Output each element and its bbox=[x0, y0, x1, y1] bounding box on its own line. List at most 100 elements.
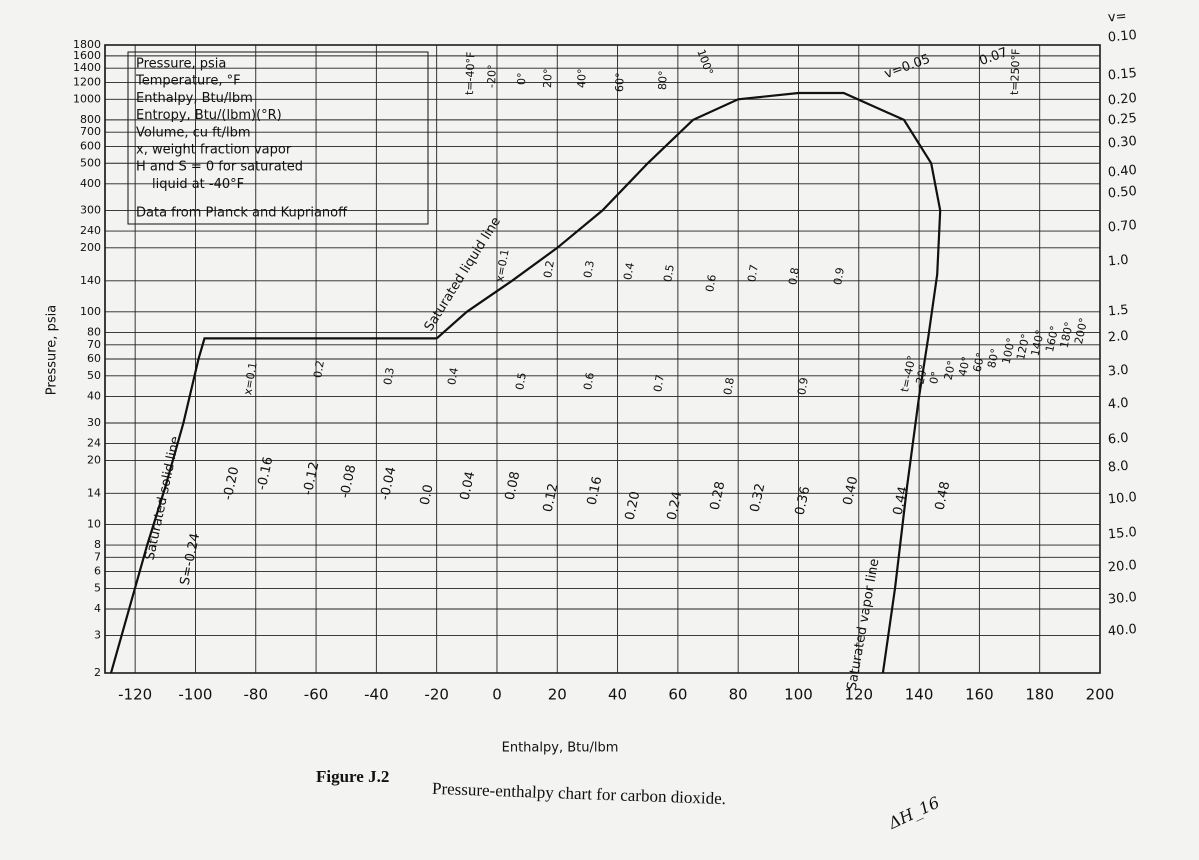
quality-label: 0.5 bbox=[513, 372, 529, 391]
saturation-curve bbox=[435, 91, 799, 340]
temperature-label: 80° bbox=[985, 347, 1002, 369]
quality-label: 0.9 bbox=[831, 267, 847, 286]
saturation-curve bbox=[798, 91, 942, 674]
quality-label: 0.6 bbox=[703, 274, 719, 293]
volume-label: 0.50 bbox=[1107, 184, 1137, 201]
temperature-label: -20° bbox=[485, 64, 499, 88]
y-tick-label: 2 bbox=[94, 666, 101, 679]
entropy-label: 0.24 bbox=[665, 490, 686, 521]
y-tick-label: 400 bbox=[80, 177, 101, 190]
handwritten-note: ΔH_16 bbox=[885, 793, 943, 833]
x-tick-label: 160 bbox=[965, 686, 994, 704]
entropy-label: 0.12 bbox=[541, 482, 562, 513]
volume-label: 0.30 bbox=[1107, 134, 1137, 151]
temperature-label: 140° bbox=[1029, 329, 1047, 358]
x-tick-label: -60 bbox=[304, 686, 329, 704]
quality-label: 0.8 bbox=[786, 267, 802, 286]
entropy-label: 0.16 bbox=[585, 475, 606, 506]
temperature-label: 200° bbox=[1072, 317, 1090, 346]
caption: Pressure-enthalpy chart for carbon dioxi… bbox=[432, 779, 727, 808]
y-tick-label: 1200 bbox=[73, 75, 101, 88]
volume-label: 15.0 bbox=[1107, 525, 1137, 542]
x-tick-label: 40 bbox=[608, 686, 627, 704]
temperature-label: t=-40°F bbox=[463, 51, 478, 95]
y-tick-label: 1800 bbox=[73, 38, 101, 51]
volume-label: 6.0 bbox=[1107, 431, 1129, 448]
legend-text: Volume, cu ft/lbm bbox=[136, 125, 251, 140]
x-tick-label: -80 bbox=[244, 686, 269, 704]
y-tick-label: 40 bbox=[87, 389, 101, 402]
x-tick-label: 140 bbox=[905, 686, 934, 704]
entropy-label: 0.0 bbox=[418, 483, 437, 506]
entropy-label: 0.40 bbox=[841, 475, 862, 506]
y-tick-label: 70 bbox=[87, 338, 101, 351]
quality-label: 0.8 bbox=[721, 377, 737, 396]
y-tick-label: 500 bbox=[80, 156, 101, 169]
volume-label: 8.0 bbox=[1107, 459, 1129, 476]
y-tick-label: 80 bbox=[87, 325, 101, 338]
entropy-label: -0.04 bbox=[378, 466, 400, 502]
volume-label: 0.20 bbox=[1107, 91, 1137, 108]
x-tick-label: 80 bbox=[729, 686, 748, 704]
y-tick-label: 6 bbox=[94, 565, 101, 578]
legend-text: Pressure, psia bbox=[136, 57, 226, 72]
temperature-label: 40° bbox=[956, 355, 973, 377]
x-tick-label: 200 bbox=[1086, 686, 1115, 704]
y-tick-label: 4 bbox=[94, 602, 101, 615]
volume-label: 0.07 bbox=[977, 45, 1009, 69]
y-tick-label: 30 bbox=[87, 416, 101, 429]
x-tick-label: -120 bbox=[118, 686, 152, 704]
legend-text: x, weight fraction vapor bbox=[136, 143, 292, 158]
temperature-label: 0° bbox=[927, 370, 942, 385]
quality-label: 0.2 bbox=[311, 360, 327, 379]
volume-label: 0.25 bbox=[1107, 111, 1137, 128]
y-tick-label: 20 bbox=[87, 453, 101, 466]
legend-text: H and S = 0 for saturated bbox=[136, 160, 303, 175]
temperature-label: 20° bbox=[942, 359, 959, 381]
temperature-label: t=250°F bbox=[1008, 48, 1023, 95]
y-tick-label: 200 bbox=[80, 241, 101, 254]
quality-label: 0.7 bbox=[745, 264, 761, 283]
y-tick-label: 50 bbox=[87, 369, 101, 382]
entropy-label: 0.20 bbox=[623, 490, 644, 521]
y-axis-label: Pressure, psia bbox=[45, 305, 60, 395]
curve-label: Saturated solid line bbox=[143, 435, 184, 562]
entropy-label: 0.28 bbox=[708, 480, 729, 511]
volume-label: 2.0 bbox=[1107, 329, 1129, 346]
temperature-label: 180° bbox=[1058, 321, 1076, 350]
y-tick-label: 8 bbox=[94, 538, 101, 551]
entropy-label: 0.36 bbox=[793, 485, 814, 516]
y-tick-label: 600 bbox=[80, 139, 101, 152]
x-tick-label: 20 bbox=[548, 686, 567, 704]
entropy-label: 0.04 bbox=[458, 470, 479, 501]
curve-label: Saturated vapor line bbox=[845, 558, 883, 692]
x-tick-label: -100 bbox=[178, 686, 212, 704]
volume-label: 30.0 bbox=[1107, 590, 1137, 607]
y-tick-label: 140 bbox=[80, 274, 101, 287]
y-tick-label: 3 bbox=[94, 629, 101, 642]
legend-text: Data from Planck and Kuprianoff bbox=[136, 205, 348, 220]
y-tick-label: 1000 bbox=[73, 92, 101, 105]
temperature-label: 60° bbox=[613, 72, 627, 92]
y-tick-label: 300 bbox=[80, 203, 101, 216]
quality-label: 0.5 bbox=[661, 264, 677, 283]
volume-label: v= bbox=[1107, 9, 1127, 26]
temperature-label: 120° bbox=[1014, 333, 1032, 362]
temperature-label: 0° bbox=[515, 72, 528, 85]
y-tick-label: 240 bbox=[80, 224, 101, 237]
y-tick-label: 700 bbox=[80, 125, 101, 138]
quality-label: 0.9 bbox=[795, 377, 811, 396]
x-tick-label: 60 bbox=[668, 686, 687, 704]
volume-label: 0.15 bbox=[1107, 66, 1137, 83]
entropy-label: -0.08 bbox=[338, 464, 360, 500]
legend-text: Enthalpy, Btu/lbm bbox=[136, 91, 253, 106]
x-tick-label: 100 bbox=[784, 686, 813, 704]
x-axis-label: Enthalpy, Btu/lbm bbox=[502, 741, 619, 756]
volume-label: 20.0 bbox=[1107, 558, 1137, 575]
y-tick-label: 24 bbox=[87, 437, 101, 450]
x-tick-label: 0 bbox=[492, 686, 502, 704]
y-tick-label: 1400 bbox=[73, 61, 101, 74]
legend-text: liquid at -40°F bbox=[152, 177, 244, 192]
entropy-label: -0.16 bbox=[255, 456, 277, 492]
entropy-label: -0.20 bbox=[221, 466, 243, 502]
